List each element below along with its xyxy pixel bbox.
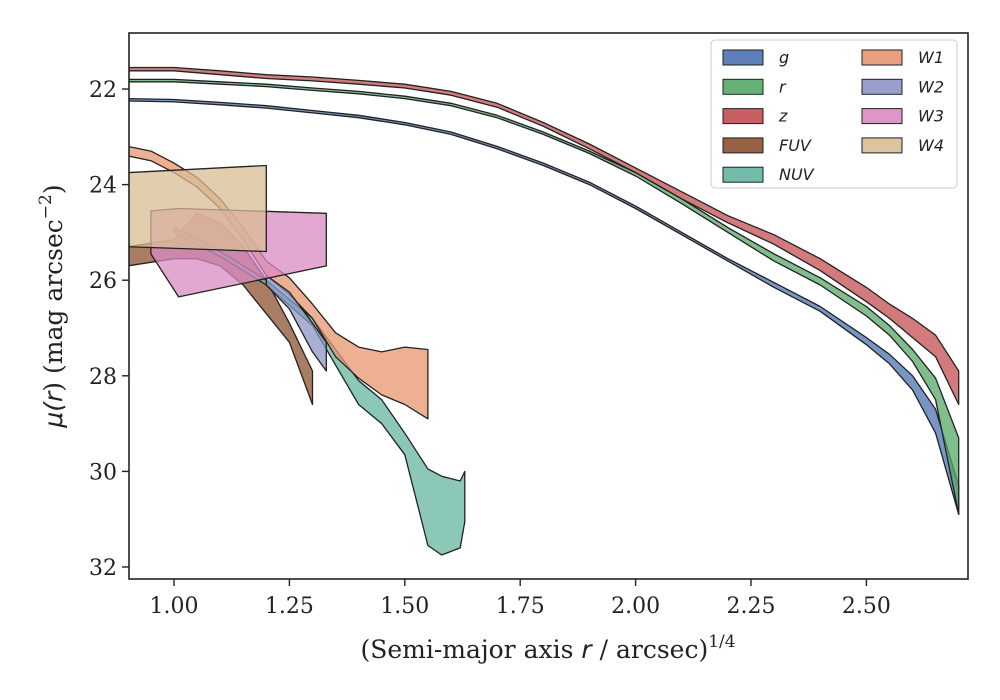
x-tick-label: 2.00 [611, 594, 660, 619]
x-tick-label: 1.25 [265, 594, 314, 619]
y-axis-label: μ(r) (mag arcsec−2) [36, 184, 68, 428]
legend-label-w3: W3 [918, 107, 944, 126]
legend: grz FUV NUV W1 W2 W3 W4 [710, 39, 958, 189]
legend-label-fuv: FUV [779, 136, 812, 155]
band-z [129, 66, 960, 406]
legend-label-g: g [779, 48, 789, 67]
legend-swatch-z [722, 108, 764, 125]
x-tick-label: 2.50 [842, 594, 891, 619]
x-tick-label: 2.25 [727, 594, 776, 619]
legend-label-w2: W2 [918, 77, 944, 96]
y-tick-label: 30 [89, 460, 117, 485]
legend-swatch-w1 [861, 49, 903, 66]
legend-label-nuv: NUV [779, 165, 815, 184]
y-tick-label: 28 [89, 365, 117, 390]
band-r [129, 78, 960, 516]
y-tick-label: 22 [89, 78, 117, 103]
band-w2 [265, 274, 327, 372]
band-w4 [129, 164, 267, 253]
legend-label-r: r [779, 77, 787, 96]
legend-swatch-w4 [861, 137, 903, 154]
legend-swatch-nuv [722, 166, 764, 183]
plot-bands [129, 66, 960, 556]
plot-frame [128, 32, 969, 580]
x-tick-label: 1.00 [150, 594, 199, 619]
legend-swatch-w2 [861, 78, 903, 95]
x-axis: 1.00 1.25 1.50 1.75 2.00 2.25 2.50 [150, 579, 891, 619]
x-axis-label: (Semi-major axis r / arcsec)1/4 [360, 632, 735, 664]
legend-swatch-r [722, 78, 764, 95]
y-axis: 22 24 26 28 30 32 [89, 78, 129, 581]
legend-label-z: z [778, 107, 788, 126]
legend-swatch-g [722, 49, 764, 66]
legend-swatch-fuv [722, 137, 764, 154]
y-tick-label: 24 [89, 174, 117, 199]
y-tick-label: 26 [89, 269, 117, 294]
y-tick-label: 32 [89, 556, 117, 581]
legend-label-w1: W1 [918, 48, 944, 67]
legend-swatch-w3 [861, 108, 903, 125]
x-tick-label: 1.50 [380, 594, 429, 619]
legend-label-w4: W4 [918, 136, 944, 155]
x-tick-label: 1.75 [496, 594, 545, 619]
